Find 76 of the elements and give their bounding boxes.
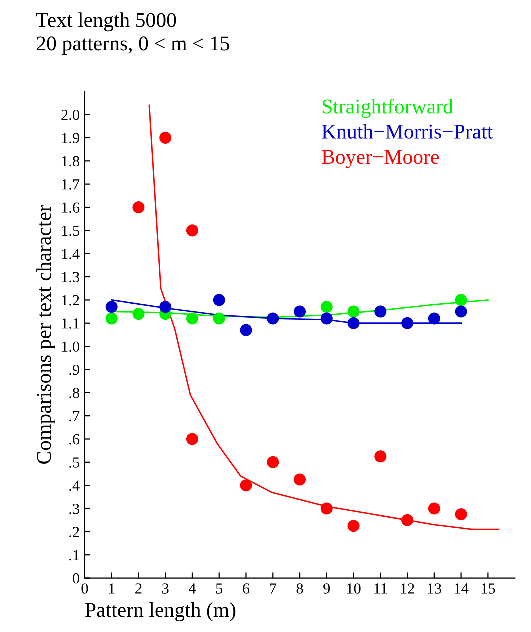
point — [374, 450, 387, 463]
point — [402, 317, 414, 330]
x-tick-label: 7 — [270, 584, 277, 594]
point — [106, 312, 118, 325]
point — [267, 456, 280, 468]
point — [455, 294, 468, 306]
point — [455, 306, 468, 318]
x-tick-label: 5 — [216, 584, 223, 594]
y-tick-label: .7 — [70, 411, 80, 422]
x-tick-label: 11 — [374, 584, 388, 594]
point — [186, 433, 198, 446]
y-tick-label: 1.4 — [62, 249, 80, 260]
x-tick-label: 1 — [109, 584, 115, 594]
point — [320, 301, 333, 314]
x-tick-label: 0 — [82, 584, 88, 594]
point — [240, 324, 252, 336]
x-tick-label: 13 — [428, 584, 442, 594]
text: Boyer−Moore — [322, 150, 440, 168]
y-tick-label: 1.2 — [62, 295, 80, 306]
point — [186, 224, 198, 237]
y-tick-label: .9 — [70, 364, 80, 376]
y-tick-label: 1.0 — [62, 342, 80, 352]
point — [402, 514, 414, 526]
x-tick-label: 15 — [482, 584, 496, 594]
x-tick-label: 2 — [136, 584, 142, 594]
point — [374, 306, 387, 318]
y-tick-label: 1.3 — [62, 272, 80, 283]
x-tick-label: 9 — [324, 584, 330, 594]
point — [160, 132, 172, 144]
x-tick-label: 14 — [455, 584, 469, 594]
y-tick-label: .2 — [70, 527, 80, 538]
point — [106, 301, 118, 314]
y-tick-label: 1.8 — [62, 156, 80, 167]
x-tick-label: 10 — [347, 584, 361, 594]
y-tick-label: .5 — [70, 458, 80, 468]
point — [294, 306, 306, 318]
x-axis-title: Pattern length (m) — [86, 602, 236, 622]
x-tick-label: 12 — [401, 584, 414, 594]
text: Straightforward — [322, 98, 454, 118]
y-tick-label: 1.6 — [62, 202, 80, 214]
point — [348, 317, 360, 330]
point — [267, 312, 280, 325]
y-tick-label: 1.1 — [62, 318, 80, 329]
point — [240, 480, 252, 492]
x-tick-label: 4 — [188, 584, 196, 594]
x-tick-label: 8 — [296, 584, 304, 594]
point — [428, 312, 440, 325]
x-tick-label: 6 — [243, 584, 250, 594]
point — [294, 474, 306, 486]
chart-subtitle: 20 patterns, 0 < m < 15 — [37, 36, 230, 55]
y-tick-label: .8 — [70, 388, 80, 398]
point — [348, 520, 360, 532]
y-tick-label: .1 — [70, 550, 80, 561]
y-tick-label: .3 — [70, 504, 80, 514]
y-tick-label: 1.7 — [62, 180, 80, 190]
y-tick-label: .6 — [70, 434, 80, 445]
y-tick-label: .4 — [70, 480, 80, 492]
point — [320, 502, 333, 515]
y-tick-label: 0 — [73, 573, 80, 584]
point — [455, 508, 468, 521]
point — [132, 201, 145, 214]
point — [348, 306, 360, 318]
y-tick-label: 1.9 — [62, 133, 80, 144]
y-tick-label: 1.5 — [62, 226, 80, 236]
point — [186, 312, 198, 325]
point — [132, 308, 145, 320]
y-tick-label: 2.0 — [62, 110, 80, 120]
x-tick-label: 3 — [162, 584, 169, 594]
point — [213, 294, 226, 306]
point — [213, 312, 226, 325]
chart-title: Text length 5000 — [36, 12, 176, 32]
y-axis-title: Comparisons per text character — [36, 205, 56, 464]
text: Knuth−Morris−Pratt — [322, 124, 494, 139]
point — [160, 301, 172, 314]
point — [320, 312, 333, 325]
point — [428, 502, 440, 515]
